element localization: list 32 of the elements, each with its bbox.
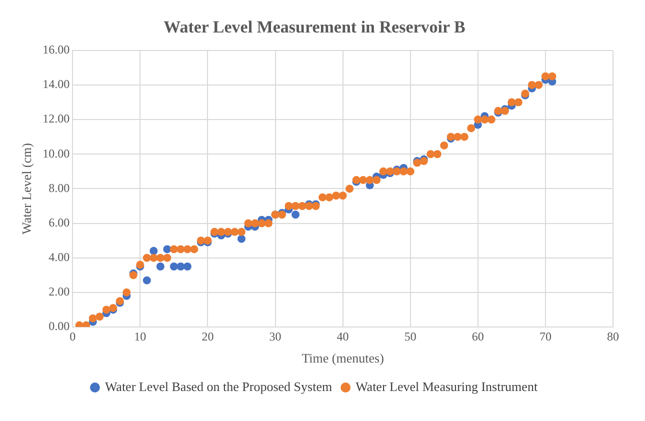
y-tick-label: 4.00 — [48, 250, 70, 264]
y-tick-label: 14.00 — [42, 77, 70, 92]
x-tick-label: 80 — [607, 329, 619, 344]
point — [292, 210, 300, 219]
x-axis-title: Time (menutes) — [302, 350, 384, 366]
point — [176, 262, 185, 270]
point — [156, 262, 164, 270]
point — [142, 276, 151, 284]
y-tick-label: 0.00 — [48, 319, 70, 334]
x-tick-label: 60 — [472, 329, 484, 344]
y-tick-label: 12.00 — [42, 112, 70, 126]
x-tick-label: 70 — [539, 329, 552, 344]
point — [163, 245, 172, 254]
y-tick-label: 16.00 — [42, 42, 70, 57]
x-tick-label: 0 — [70, 329, 76, 344]
legend-label: Water Level Based on the Proposed System — [104, 378, 332, 394]
point — [183, 262, 192, 270]
point — [150, 246, 158, 255]
y-tick-label: 10.00 — [42, 146, 70, 160]
x-tick-label: 10 — [134, 329, 146, 344]
point — [170, 262, 178, 270]
x-tick-label: 30 — [269, 329, 282, 344]
y-axis-title: Water Level (cm) — [19, 143, 34, 234]
y-tick-label: 8.00 — [48, 180, 70, 195]
x-tick-label: 40 — [336, 329, 349, 344]
point — [237, 234, 246, 243]
legend-label: Water Level Measuring Instrument — [356, 378, 538, 394]
chart-title: Water Level Measurement in Reservoir B — [164, 18, 466, 37]
y-tick-label: 2.00 — [48, 284, 70, 299]
x-tick-label: 20 — [202, 329, 214, 344]
y-tick-label: 6.00 — [48, 215, 70, 230]
x-tick-label: 50 — [404, 329, 416, 344]
